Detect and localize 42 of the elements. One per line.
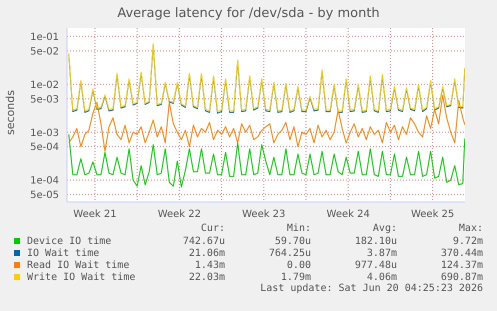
text: 742.67u	[182, 236, 225, 246]
text: 690.87m	[440, 272, 483, 282]
line-series	[68, 94, 465, 152]
x-tick-label: Week 22	[158, 209, 202, 220]
text: 124.37m	[440, 260, 483, 270]
y-axis-title: seconds	[4, 90, 17, 135]
text: 3.87m	[366, 248, 397, 258]
y-tick-label: 1e-04	[30, 176, 59, 187]
y-tick-label: 5e-03	[30, 94, 59, 106]
text: 764.25u	[268, 248, 311, 258]
text: Cur:	[200, 223, 225, 235]
x-tick-label: Week 21	[73, 209, 117, 220]
y-tick-label: 5e-04	[30, 142, 59, 154]
line-series	[68, 134, 465, 188]
text: 59.70u	[274, 236, 311, 246]
text: 977.48u	[354, 260, 397, 270]
chart-title: Average latency for /dev/sda - by month	[116, 5, 381, 23]
legend-label: IO Wait time	[27, 248, 100, 258]
text: Avg:	[372, 223, 397, 235]
text: 22.03m	[188, 272, 225, 282]
text: 1.43m	[194, 260, 225, 270]
text: 370.44m	[440, 248, 483, 258]
text: 9.72m	[452, 236, 483, 246]
text: Max:	[458, 223, 483, 235]
legend-label: Write IO Wait time	[27, 272, 136, 282]
text: Min:	[286, 223, 311, 235]
legend-label: Device IO time	[27, 236, 112, 246]
y-tick-label: 5e-02	[30, 46, 59, 58]
y-tick-label: 1e-03	[30, 128, 59, 139]
text: Last update: Sat Jun 20 04:25:23 2026	[259, 283, 483, 295]
text: 1.79m	[280, 272, 311, 282]
x-tick-label: Week 23	[242, 209, 286, 220]
x-tick-label: Week 24	[326, 209, 370, 220]
y-tick-label: 1e-02	[30, 80, 59, 91]
text: 182.10u	[354, 236, 397, 246]
text: 4.06m	[366, 272, 397, 282]
x-tick-label: Week 25	[410, 209, 454, 220]
y-tick-label: 5e-05	[30, 190, 59, 202]
text: 21.06m	[188, 248, 225, 258]
text: 0.00	[286, 260, 311, 270]
y-tick-label: 1e-01	[30, 32, 59, 43]
legend-label: Read IO Wait time	[27, 260, 130, 270]
